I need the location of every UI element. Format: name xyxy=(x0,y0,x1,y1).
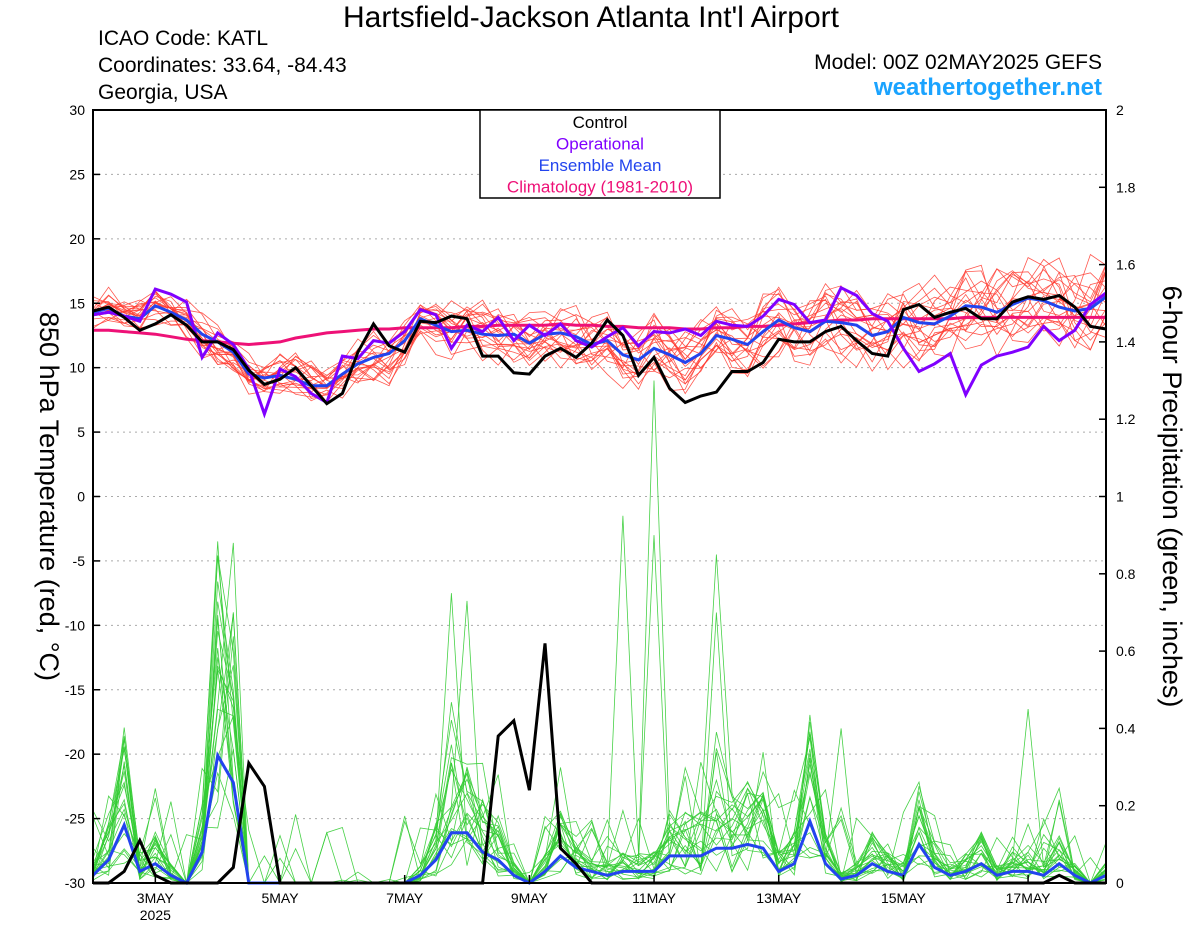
x-tick-label: 13MAY xyxy=(756,890,802,906)
y-right-tick-label: 1.4 xyxy=(1116,334,1136,350)
x-tick-label: 3MAY xyxy=(137,890,175,906)
region: Georgia, USA xyxy=(98,81,228,104)
x-tick-sublabel: 2025 xyxy=(140,907,171,923)
y-left-tick-label: 20 xyxy=(69,231,85,247)
y-left-tick-label: -15 xyxy=(65,682,85,698)
y-left-tick-label: 5 xyxy=(77,424,85,440)
temp-member-line xyxy=(92,271,1107,389)
legend-entry: Operational xyxy=(556,135,644,154)
precip-member-line xyxy=(92,380,1107,884)
y-left-tick-label: 25 xyxy=(69,166,85,182)
x-tick-label: 7MAY xyxy=(386,890,424,906)
y-right-tick-label: 1.6 xyxy=(1116,257,1136,273)
y-right-tick-label: 1.2 xyxy=(1116,411,1136,427)
y-right-axis-label: 6-hour Precipitation (green, inches) xyxy=(1157,286,1187,708)
x-tick-label: 15MAY xyxy=(881,890,927,906)
y-right-tick-label: 1.8 xyxy=(1116,179,1136,195)
operational-temp-line xyxy=(92,285,1107,419)
y-right-tick-label: 0.8 xyxy=(1116,566,1136,582)
y-right-tick-label: 2 xyxy=(1116,102,1124,118)
temp-member-line xyxy=(92,269,1107,396)
y-right-tick-label: 0.6 xyxy=(1116,643,1136,659)
icao-code: ICAO Code: KATL xyxy=(98,27,269,50)
coordinates: Coordinates: 33.64, -84.43 xyxy=(98,54,347,77)
y-left-tick-label: 10 xyxy=(69,360,85,376)
model-run: Model: 00Z 02MAY2025 GEFS xyxy=(814,51,1102,74)
temp-member-line xyxy=(92,277,1107,385)
legend-entry: Ensemble Mean xyxy=(539,156,662,175)
y-left-tick-label: 15 xyxy=(69,295,85,311)
y-left-tick-label: -30 xyxy=(65,875,85,891)
y-right-tick-label: 1 xyxy=(1116,489,1124,505)
y-left-tick-label: 30 xyxy=(69,102,85,118)
x-tick-label: 9MAY xyxy=(511,890,549,906)
x-tick-label: 11MAY xyxy=(632,890,676,906)
temp-member-line xyxy=(92,272,1107,387)
y-left-axis-label: 850 hPa Temperature (red, °C) xyxy=(34,312,64,681)
y-left-tick-label: -25 xyxy=(65,811,85,827)
x-tick-label: 5MAY xyxy=(261,890,299,906)
legend-box xyxy=(479,109,721,199)
legend-entry: Control xyxy=(573,113,628,132)
y-right-tick-label: 0 xyxy=(1116,875,1124,891)
y-left-tick-label: -20 xyxy=(65,746,85,762)
chart-title: Hartsfield-Jackson Atlanta Int'l Airport xyxy=(343,1,839,34)
y-right-tick-label: 0.4 xyxy=(1116,720,1136,736)
y-right-tick-label: 0.2 xyxy=(1116,798,1136,814)
temp-member-line xyxy=(92,270,1107,399)
control-temp-line xyxy=(92,293,1107,406)
site-link[interactable]: weathertogether.net xyxy=(873,74,1102,101)
y-left-tick-label: -5 xyxy=(73,553,86,569)
grid xyxy=(93,173,1106,820)
temp-member-line xyxy=(92,253,1107,395)
climatology-line xyxy=(93,315,1106,347)
legend-entry: Climatology (1981-2010) xyxy=(507,178,693,197)
y-left-tick-label: 0 xyxy=(77,489,85,505)
x-tick-label: 17MAY xyxy=(1006,890,1052,906)
y-left-tick-label: -10 xyxy=(65,617,85,633)
